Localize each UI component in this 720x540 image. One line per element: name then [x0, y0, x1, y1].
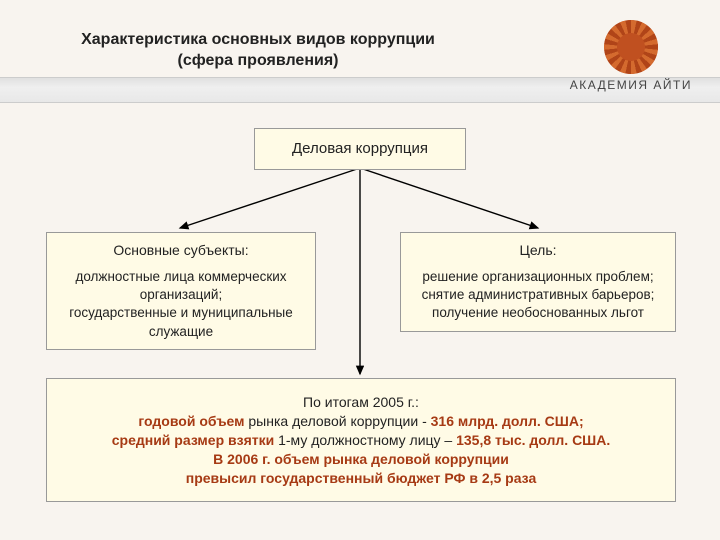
goal-title: Цель: [411, 241, 665, 260]
node-subjects: Основные субъекты: должностные лица комм… [46, 232, 316, 350]
node-top: Деловая коррупция [254, 128, 466, 170]
stats-l3c: 135,8 тыс. долл. США. [456, 432, 610, 448]
title-line1: Характеристика основных видов коррупции [81, 31, 435, 48]
subjects-body2: государственные и муниципальные служащие [57, 304, 305, 340]
node-stats: По итогам 2005 г.: годовой объем рынка д… [46, 378, 676, 502]
subjects-title: Основные субъекты: [57, 241, 305, 260]
stats-l5: превысил государственный бюджет РФ в 2,5… [63, 469, 659, 488]
stats-l3: средний размер взятки 1-му должностному … [63, 431, 659, 450]
node-top-text: Деловая коррупция [292, 140, 428, 157]
stats-l3a: средний размер взятки [112, 432, 274, 448]
stats-l2c: 316 млрд. долл. США; [431, 413, 584, 429]
node-goal: Цель: решение организационных проблем; с… [400, 232, 676, 332]
stats-l2a: годовой объем [138, 413, 244, 429]
goal-body1: решение организационных проблем; [411, 268, 665, 286]
goal-body2: снятие административных барьеров; [411, 286, 665, 304]
stats-l2: годовой объем рынка деловой коррупции - … [63, 412, 659, 431]
logo-text: АКАДЕМИЯ АЙТИ [570, 78, 692, 92]
subjects-body1: должностные лица коммерческих организаци… [57, 268, 305, 304]
stats-l2b: рынка деловой коррупции - [245, 413, 431, 429]
stats-l3b: 1-му должностному лицу – [274, 432, 456, 448]
title-line2: (сфера проявления) [177, 52, 338, 69]
logo-icon [604, 20, 658, 74]
stats-l1: По итогам 2005 г.: [63, 393, 659, 412]
goal-body3: получение необоснованных льгот [411, 304, 665, 322]
stats-l4: В 2006 г. объем рынка деловой коррупции [63, 450, 659, 469]
brand-logo: АКАДЕМИЯ АЙТИ [570, 20, 692, 92]
slide-title: Характеристика основных видов коррупции … [48, 30, 468, 72]
